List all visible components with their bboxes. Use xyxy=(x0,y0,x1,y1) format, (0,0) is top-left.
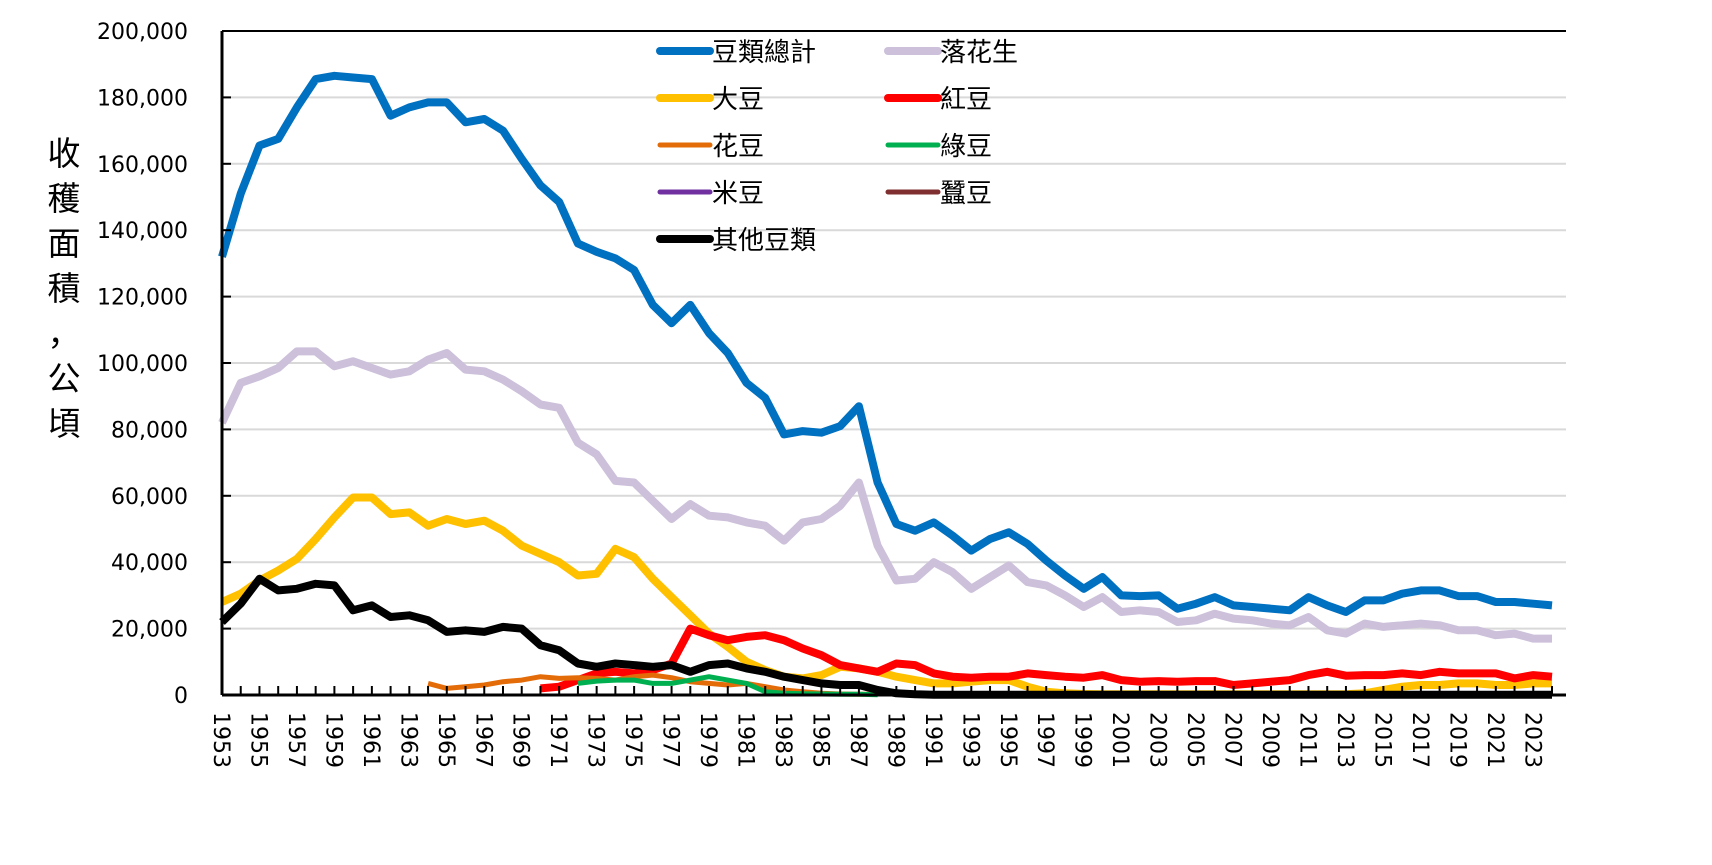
x-tick-label: 1987 xyxy=(845,712,870,768)
x-tick-label: 1959 xyxy=(320,712,345,768)
x-tick-label: 2005 xyxy=(1182,712,1207,768)
x-tick-label: 2003 xyxy=(1145,712,1170,768)
gridlines xyxy=(222,30,1566,630)
y-tick-label: 80,000 xyxy=(111,418,188,443)
x-tick-label: 2023 xyxy=(1519,712,1544,768)
x-tick-label: 2017 xyxy=(1407,712,1432,768)
legend-item: 豆類總計 xyxy=(656,38,816,68)
x-tick-label: 1955 xyxy=(245,712,270,768)
legend-label: 蠶豆 xyxy=(940,179,992,209)
y-tick-label: 160,000 xyxy=(97,153,188,178)
y-tick-label: 200,000 xyxy=(97,20,188,45)
x-tick-label: 1995 xyxy=(995,712,1020,768)
x-tick-label: 1983 xyxy=(770,712,795,768)
y-axis-title-char: 面 xyxy=(48,224,81,263)
y-axis-title-char: 公 xyxy=(48,359,81,398)
y-axis-title-char: 穫 xyxy=(48,179,81,218)
x-tick-label: 1975 xyxy=(620,712,645,768)
y-tick-label: 120,000 xyxy=(97,286,188,311)
y-axis-title-char: 收 xyxy=(48,134,81,173)
legend-label: 其他豆類 xyxy=(712,226,816,256)
y-axis-title-char: ， xyxy=(48,314,81,353)
legend-label: 豆類總計 xyxy=(712,38,816,68)
legend-item: 紅豆 xyxy=(884,85,992,115)
x-tick-label: 1971 xyxy=(545,712,570,768)
x-tick-label: 2001 xyxy=(1107,712,1132,768)
y-axis-title-char: 積 xyxy=(48,269,81,308)
x-tick-label: 1967 xyxy=(470,712,495,768)
series-line-豆類總計 xyxy=(218,71,1553,616)
x-tick-label: 2013 xyxy=(1332,712,1357,768)
x-tick-label: 1965 xyxy=(433,712,458,768)
y-tick-label: 180,000 xyxy=(97,86,188,111)
x-tick-label: 1981 xyxy=(733,712,758,768)
x-tick-label: 1973 xyxy=(583,712,608,768)
legend-label: 綠豆 xyxy=(940,132,992,162)
x-tick-label: 1977 xyxy=(658,712,683,768)
x-tick-label: 1961 xyxy=(358,712,383,768)
series-line-落花生 xyxy=(218,347,1552,643)
legend-item: 其他豆類 xyxy=(656,226,816,256)
x-tick-label: 2015 xyxy=(1369,712,1394,768)
legend-item: 大豆 xyxy=(656,85,764,115)
legend-item: 蠶豆 xyxy=(885,179,992,209)
x-tick-label: 1957 xyxy=(283,712,308,768)
x-tick-label: 1985 xyxy=(807,712,832,768)
x-tick-label: 1999 xyxy=(1070,712,1095,768)
y-tick-label: 0 xyxy=(174,684,188,709)
x-tick-label: 1991 xyxy=(920,712,945,768)
legend-item: 米豆 xyxy=(657,179,764,209)
legend-item: 綠豆 xyxy=(885,132,992,162)
legend-item: 落花生 xyxy=(884,38,1018,68)
y-tick-label: 100,000 xyxy=(97,352,188,377)
legend-label: 花豆 xyxy=(712,132,764,162)
y-axis-ticks: 0 20,000 40,000 60,000 80,000 100,000 120,000 1… xyxy=(97,20,231,709)
legend-label: 米豆 xyxy=(712,179,764,209)
x-tick-label: 2009 xyxy=(1257,712,1282,768)
x-tick-label: 1997 xyxy=(1032,712,1057,768)
x-tick-label: 2019 xyxy=(1444,712,1469,768)
x-tick-label: 1993 xyxy=(957,712,982,768)
legend-label: 落花生 xyxy=(940,38,1018,68)
legend-label: 紅豆 xyxy=(940,85,992,115)
legend-item: 花豆 xyxy=(657,132,764,162)
y-tick-label: 20,000 xyxy=(111,618,188,643)
x-tick-label: 1969 xyxy=(508,712,533,768)
legend-label: 大豆 xyxy=(712,85,764,115)
x-axis-ticks: 1953 1955 1957 1959 1961 1963 1965 1967 1969 1971… xyxy=(208,686,1553,768)
y-tick-label: 60,000 xyxy=(111,485,188,510)
x-tick-label: 1979 xyxy=(695,712,720,768)
y-tick-label: 40,000 xyxy=(111,551,188,576)
y-tick-label: 140,000 xyxy=(97,219,188,244)
x-tick-label: 2007 xyxy=(1220,712,1245,768)
series-line-紅豆 xyxy=(540,624,1553,693)
x-tick-label: 1963 xyxy=(395,712,420,768)
x-tick-label: 1989 xyxy=(882,712,907,768)
y-axis-title-char: 頃 xyxy=(48,404,81,443)
x-tick-label: 1953 xyxy=(208,712,233,768)
x-tick-label: 2021 xyxy=(1482,712,1507,768)
x-tick-label: 2011 xyxy=(1294,712,1319,768)
series-lines xyxy=(218,71,1553,699)
